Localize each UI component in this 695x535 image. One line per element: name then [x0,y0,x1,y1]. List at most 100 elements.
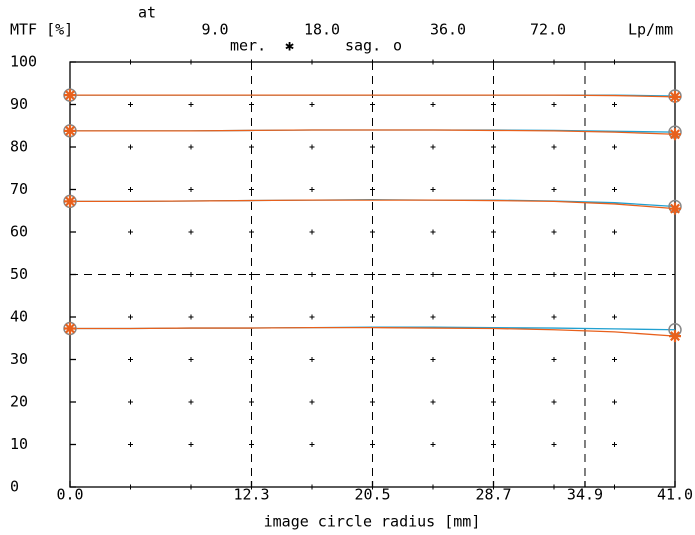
legend-symbol: o [393,37,402,55]
grid-dot [551,59,557,65]
x-tick-label: 34.9 [567,486,603,504]
grid-dot [551,442,557,447]
grid-dot [551,229,557,235]
mtf-line [70,129,676,135]
grid-dot [128,357,133,362]
y-tick-label: 80 [10,138,28,156]
legend-label: mer. [230,37,266,55]
x-tick-label: 12.3 [233,486,269,504]
grid-dot [188,187,194,192]
y-tick-label: 70 [10,180,28,198]
mtf-line [70,326,676,337]
grid-dot [612,442,617,447]
grid-dot [551,314,557,320]
grid-dot [309,59,315,65]
frequency-label: 18.0 [304,21,340,39]
grid-dot [551,144,557,150]
y-tick-label: 90 [10,95,28,113]
grid-dot [309,314,315,320]
grid-dot [309,442,315,447]
grid-dot [188,399,194,405]
grid-dot [430,187,436,192]
y-tick-label: 30 [10,350,28,368]
mer-marker [64,89,76,102]
mer-marker [64,195,76,208]
grid-dot [612,144,617,150]
grid-dot [551,102,557,107]
y-tick-label: 20 [10,393,28,411]
legend-symbol: ✱ [285,37,294,55]
grid-dot [128,144,133,150]
grid-dot [612,314,617,320]
grid-dot [430,229,436,235]
grid-dot [188,229,194,235]
grid-dot [551,187,557,192]
grid-dot [128,187,133,192]
grid-dot [188,144,194,150]
grid-dot [128,399,133,405]
frequency-unit: Lp/mm [628,21,673,39]
mtf-line [70,94,676,98]
x-tick-label: 41.0 [657,486,693,504]
grid-dot [612,399,617,405]
grid-dot [309,187,315,192]
grid-dot [188,357,194,362]
mer-marker [669,202,681,215]
grid-dot [430,442,436,447]
y-tick-label: 0 [10,478,19,496]
grid-dot [430,59,436,65]
grid-dot [309,144,315,150]
grid-dot [612,102,617,107]
grid-dot [430,399,436,405]
grid-dot [188,442,194,447]
grid-dot [430,314,436,320]
grid-dot [612,229,617,235]
y-tick-label: 10 [10,435,28,453]
mer-marker [64,124,76,137]
grid-dot [612,357,617,362]
grid-dot [309,484,315,490]
y-tick-label: 100 [10,53,37,71]
grid-dot [309,102,315,107]
y-tick-label: 60 [10,223,28,241]
mer-marker [669,330,681,343]
legend-label: sag. [345,37,381,55]
grid-dot [430,484,436,490]
grid-dot [188,59,194,65]
grid-dot [128,102,133,107]
mtf-line [70,199,676,210]
mer-marker [669,128,681,141]
grid-dot [612,484,617,490]
mer-marker [64,322,76,335]
mer-marker [669,90,681,103]
grid-dot [551,399,557,405]
grid-dot [128,59,133,65]
grid-dot [551,484,557,490]
grid-dot [309,229,315,235]
grid-dot [128,442,133,447]
grid-dot [309,357,315,362]
y-tick-label: 40 [10,308,28,326]
grid-dot [188,102,194,107]
grid-dot [128,314,133,320]
frequency-label: 72.0 [530,21,566,39]
grid-dot [128,484,133,490]
frequency-prefix: at [138,4,156,22]
x-tick-label: 0.0 [56,486,83,504]
grid-dot [188,314,194,320]
grid-dot [188,484,194,490]
grid-dot [430,102,436,107]
x-tick-label: 20.5 [354,486,390,504]
frequency-label: 36.0 [430,21,466,39]
x-axis-label: image circle radius [mm] [264,513,481,531]
y-tick-label: 50 [10,265,28,283]
grid-dot [430,144,436,150]
grid-dot [430,357,436,362]
grid-dot [128,229,133,235]
x-tick-label: 28.7 [475,486,511,504]
y-axis-label: MTF [%] [10,21,73,39]
grid-dot [612,59,617,65]
frequency-label: 9.0 [201,21,228,39]
grid-dot [309,399,315,405]
